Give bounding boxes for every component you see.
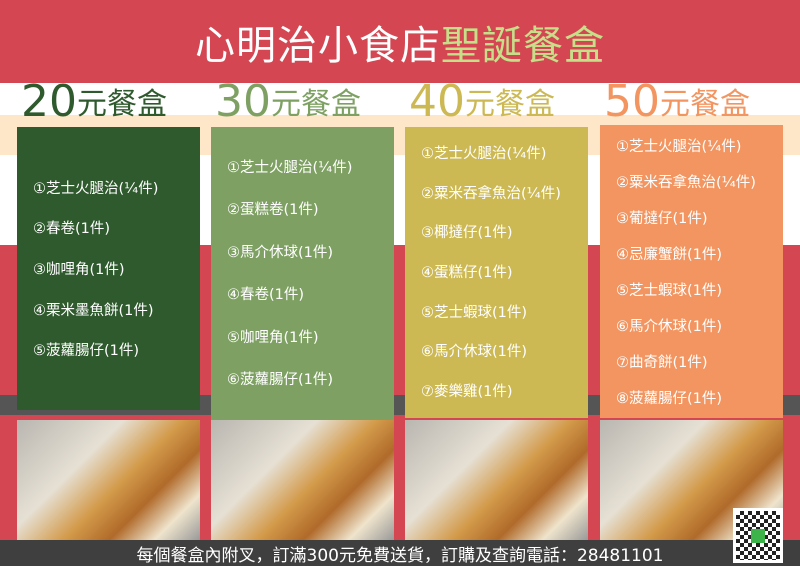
box-heading: 20 元餐盒 — [21, 80, 167, 124]
box-unit: 元餐盒 — [271, 87, 361, 122]
menu-item: ①芝士火腿治(¼件) — [616, 138, 742, 155]
menu-item: ②春卷(1件) — [33, 221, 111, 238]
menu-item: ③椰撻仔(1件) — [421, 225, 513, 242]
wechat-icon — [751, 529, 765, 543]
menu-item: ②蛋糕卷(1件) — [227, 202, 319, 219]
menu-item: ⑤芝士蝦球(1件) — [421, 304, 528, 321]
menu-item: ⑥馬介休球(1件) — [616, 319, 723, 336]
menu-box-40: ①芝士火腿治(¼件) ②粟米吞拿魚治(¼件) ③椰撻仔(1件) ④蛋糕仔(1件) ⑤芝士… — [405, 127, 588, 418]
menu-item: ②粟米吞拿魚治(¼件) — [616, 174, 756, 191]
menu-box-30: ①芝士火腿治(¼件) ②蛋糕卷(1件) ③馬介休球(1件) ④春卷(1件) ⑤咖哩角(1… — [211, 127, 394, 420]
poster-title: 心明治小食店 聖誕餐盒 — [0, 0, 800, 83]
menu-box-20: ①芝士火腿治(¼件) ②春卷(1件) ③咖哩角(1件) ④栗米墨魚餅(1件) ⑤菠蘿腸仔… — [17, 127, 200, 410]
menu-item: ③馬介休球(1件) — [227, 244, 334, 261]
menu-item: ②粟米吞拿魚治(¼件) — [421, 185, 561, 202]
box-unit: 元餐盒 — [465, 87, 555, 122]
qr-code[interactable] — [733, 508, 783, 563]
food-photo — [17, 420, 200, 540]
shop-name: 心明治小食店 — [195, 22, 441, 69]
menu-item: ④春卷(1件) — [227, 287, 305, 304]
box-heading: 50 元餐盒 — [604, 80, 750, 124]
title-highlight: 聖誕餐盒 — [441, 22, 605, 69]
menu-item: ⑦曲奇餅(1件) — [616, 355, 708, 372]
menu-item: ③咖哩角(1件) — [33, 261, 125, 278]
menu-item: ⑥菠蘿腸仔(1件) — [227, 372, 334, 389]
menu-item: ③葡撻仔(1件) — [616, 210, 708, 227]
box-price: 30 — [215, 76, 271, 127]
box-price: 40 — [409, 76, 465, 127]
footer-info: 每個餐盒內附叉，訂滿300元免費送貨，訂購及查詢電話：28481101 — [0, 540, 800, 566]
box-unit: 元餐盒 — [77, 87, 167, 122]
menu-item: ⑤菠蘿腸仔(1件) — [33, 343, 140, 360]
menu-item: ⑦麥樂雞(1件) — [421, 383, 513, 400]
menu-item: ⑤芝士蝦球(1件) — [616, 283, 723, 300]
menu-item: ⑤咖哩角(1件) — [227, 329, 319, 346]
box-unit: 元餐盒 — [660, 87, 750, 122]
menu-item: ⑧菠蘿腸仔(1件) — [616, 391, 723, 408]
menu-item: ④蛋糕仔(1件) — [421, 264, 513, 281]
box-heading: 40 元餐盒 — [409, 80, 555, 124]
menu-item: ①芝士火腿治(¼件) — [33, 180, 159, 197]
menu-item: ④栗米墨魚餅(1件) — [33, 302, 154, 319]
menu-box-50: ①芝士火腿治(¼件) ②粟米吞拿魚治(¼件) ③葡撻仔(1件) ④忌廉蟹餅(1件) ⑤芝… — [600, 125, 783, 418]
food-photo — [405, 420, 588, 540]
menu-item: ①芝士火腿治(¼件) — [421, 146, 547, 163]
box-price: 20 — [21, 76, 77, 127]
menu-item: ④忌廉蟹餅(1件) — [616, 246, 723, 263]
food-photo — [211, 420, 394, 540]
menu-item: ⑥馬介休球(1件) — [421, 344, 528, 361]
menu-item: ①芝士火腿治(¼件) — [227, 159, 353, 176]
box-heading: 30 元餐盒 — [215, 80, 361, 124]
box-price: 50 — [604, 76, 660, 127]
